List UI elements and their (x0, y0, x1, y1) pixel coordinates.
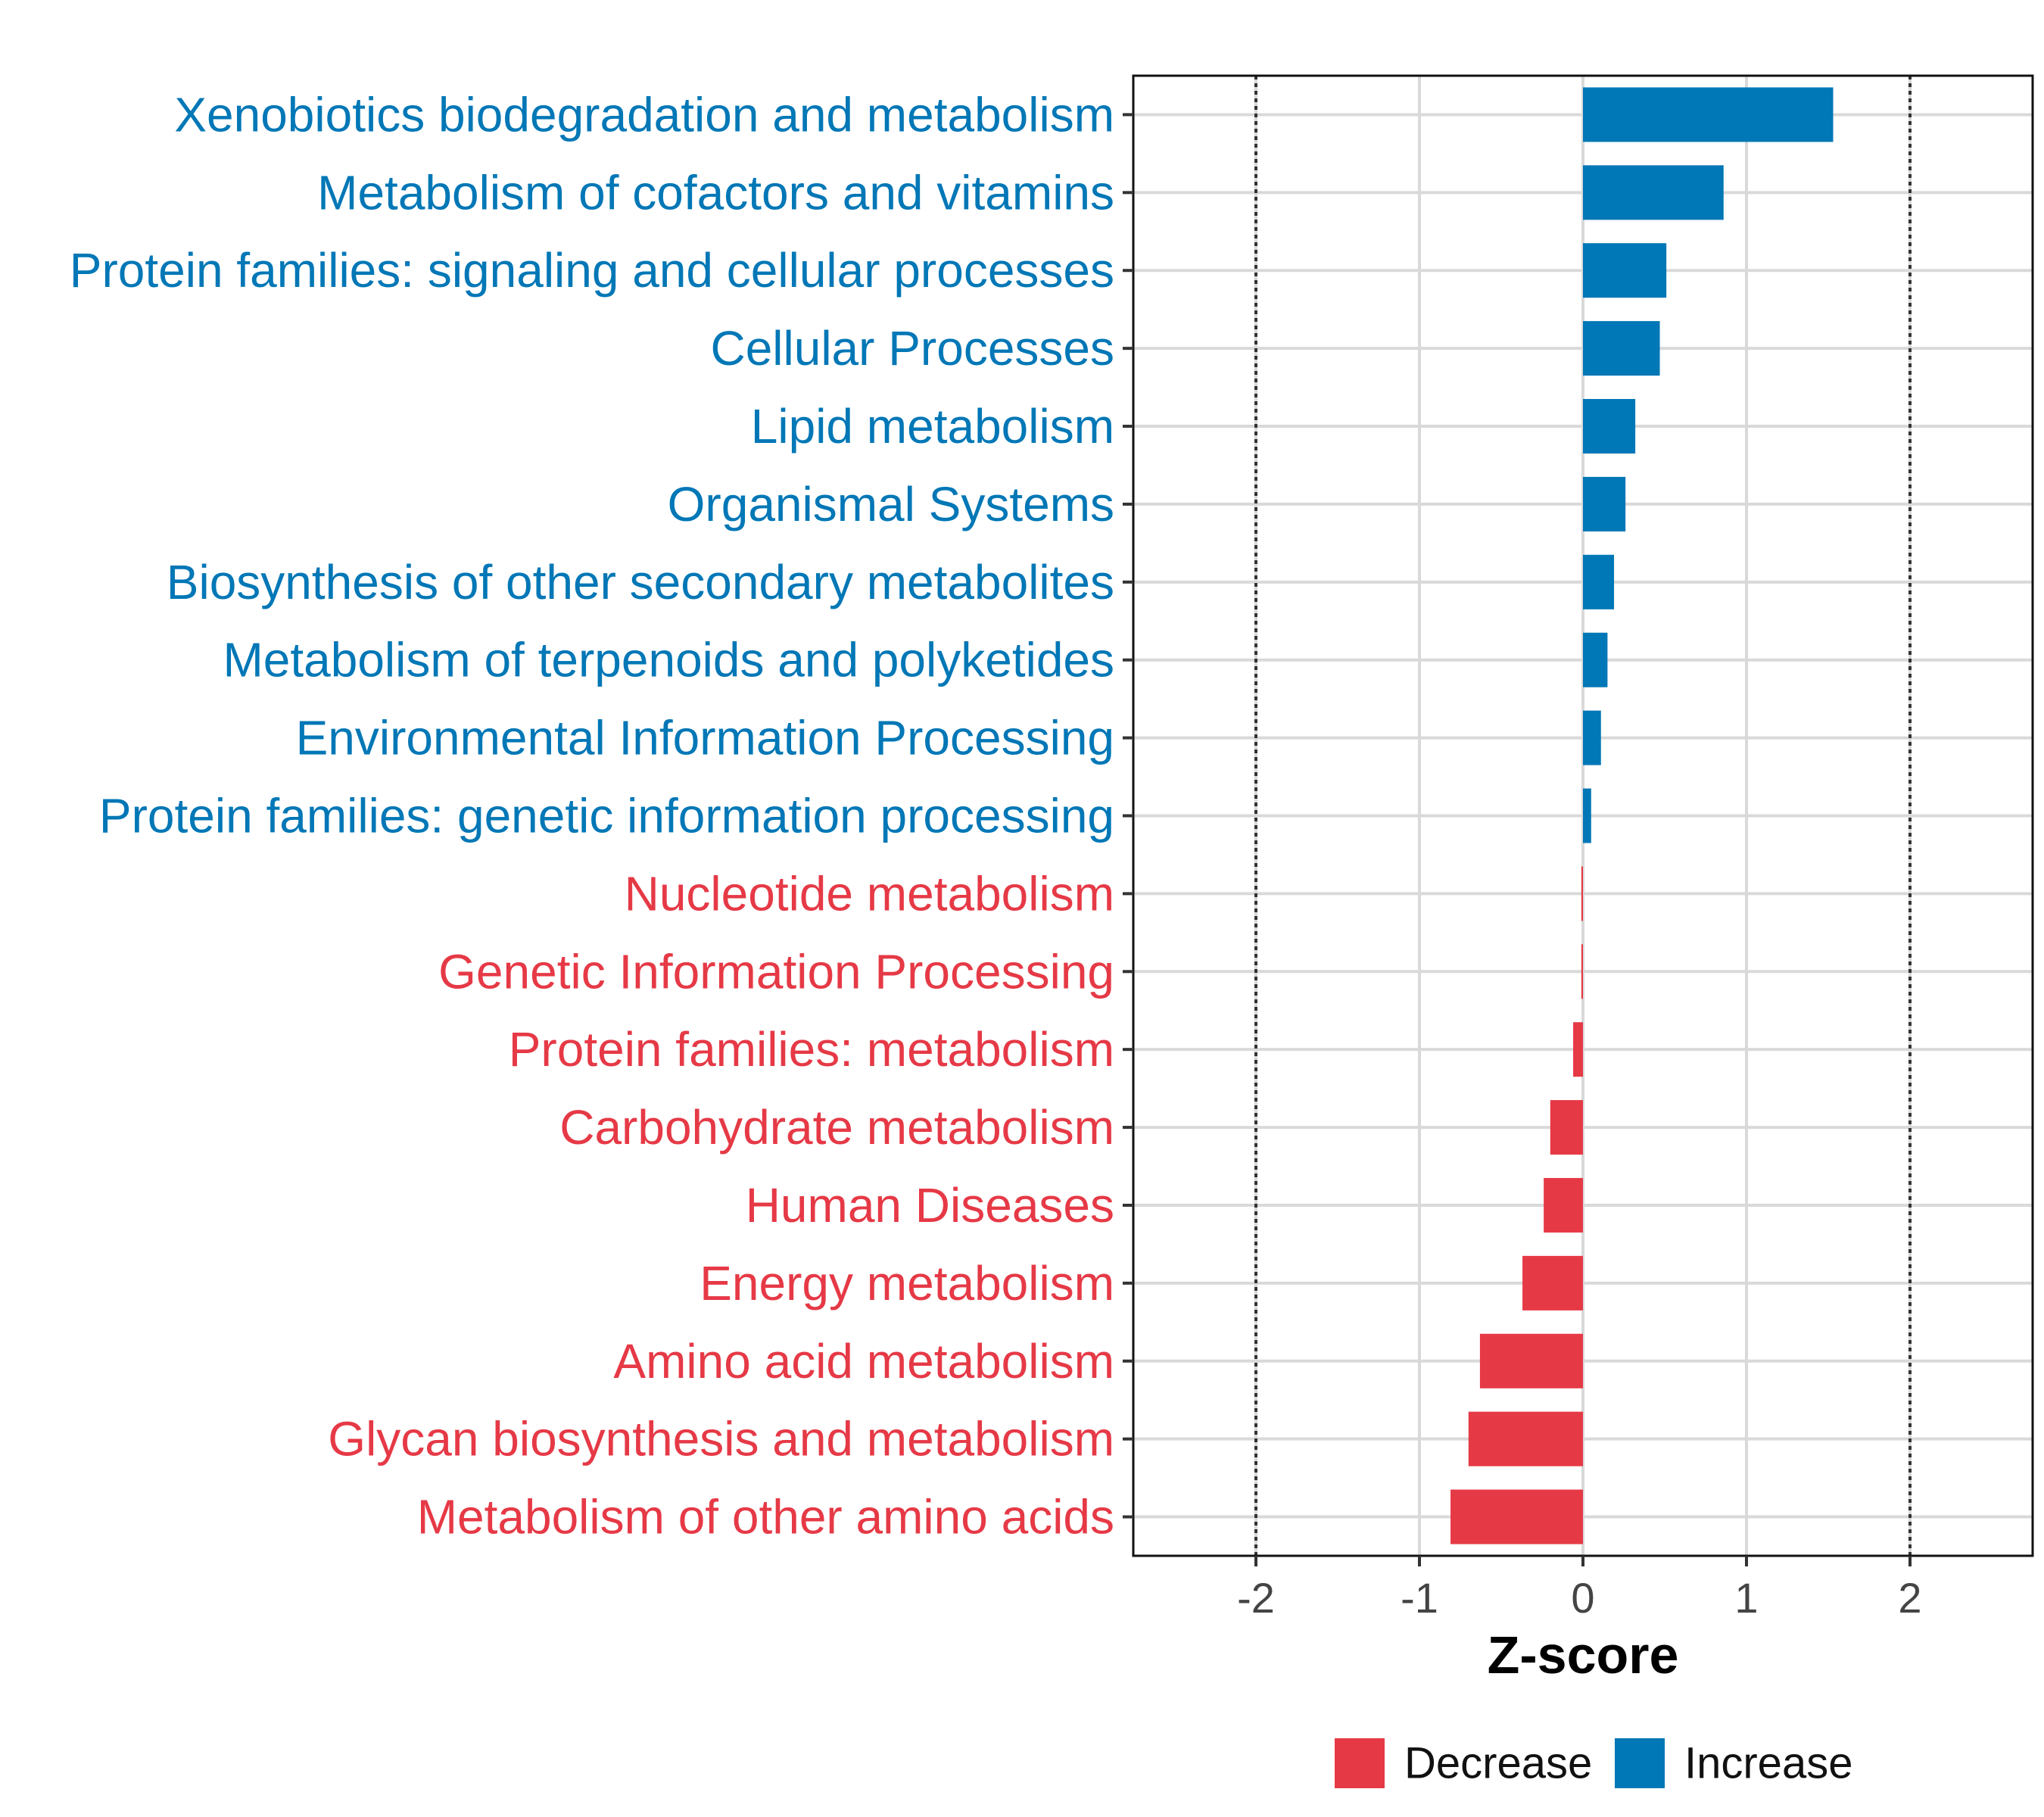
category-label: Nucleotide metabolism (625, 866, 1114, 921)
category-label: Amino acid metabolism (613, 1334, 1114, 1388)
bar (1450, 1489, 1583, 1544)
bar (1544, 1177, 1583, 1233)
x-tick-label: 2 (1898, 1574, 1921, 1622)
category-label: Lipid metabolism (751, 399, 1114, 453)
bar (1583, 554, 1615, 609)
bar (1550, 1100, 1583, 1155)
bar (1468, 1411, 1583, 1466)
x-tick-label: 1 (1734, 1574, 1758, 1622)
category-label: Metabolism of terpenoids and polyketides (223, 633, 1114, 687)
bar (1583, 243, 1667, 298)
category-label: Human Diseases (746, 1178, 1114, 1233)
bar (1583, 399, 1636, 454)
bar (1583, 710, 1601, 765)
category-label: Genetic Information Processing (438, 944, 1114, 999)
bar (1583, 321, 1660, 376)
x-tick-label: 0 (1571, 1574, 1594, 1622)
bar (1581, 944, 1583, 999)
category-label: Metabolism of cofactors and vitamins (317, 165, 1114, 220)
category-label: Biosynthesis of other secondary metaboli… (167, 555, 1114, 609)
y-axis-category-labels: Xenobiotics biodegradation and metabolis… (70, 87, 1114, 1544)
legend-swatch-decrease (1335, 1738, 1385, 1788)
legend: Decrease Increase (1335, 1738, 1852, 1788)
x-axis-title: Z-score (1488, 1625, 1679, 1685)
legend-label-decrease: Decrease (1404, 1739, 1592, 1788)
bar (1583, 788, 1591, 843)
x-axis-ticks: -2 -1 0 1 2 (1237, 1556, 1922, 1622)
x-tick-label: -1 (1401, 1574, 1438, 1622)
category-label: Protein families: signaling and cellular… (70, 243, 1114, 298)
category-label: Glycan biosynthesis and metabolism (328, 1412, 1114, 1466)
bars (1450, 87, 1834, 1544)
legend-swatch-increase (1615, 1738, 1665, 1788)
category-label: Protein families: metabolism (509, 1022, 1114, 1077)
bar (1583, 476, 1626, 531)
category-label: Energy metabolism (700, 1256, 1114, 1311)
bar (1522, 1255, 1583, 1311)
x-tick-label: -2 (1237, 1574, 1275, 1622)
bar (1573, 1022, 1583, 1077)
category-label: Environmental Information Processing (296, 711, 1114, 765)
bar (1583, 87, 1834, 142)
bar (1581, 866, 1583, 921)
category-label: Organismal Systems (668, 477, 1114, 531)
bar (1479, 1333, 1583, 1388)
category-label: Metabolism of other amino acids (417, 1490, 1114, 1544)
legend-label-increase: Increase (1684, 1739, 1852, 1788)
category-label: Protein families: genetic information pr… (99, 789, 1114, 843)
category-label: Carbohydrate metabolism (559, 1100, 1114, 1155)
category-label: Cellular Processes (710, 321, 1114, 376)
y-axis-ticks (1123, 113, 1133, 1519)
bar (1583, 632, 1608, 687)
bar (1583, 165, 1724, 220)
category-label: Xenobiotics biodegradation and metabolis… (174, 87, 1114, 142)
